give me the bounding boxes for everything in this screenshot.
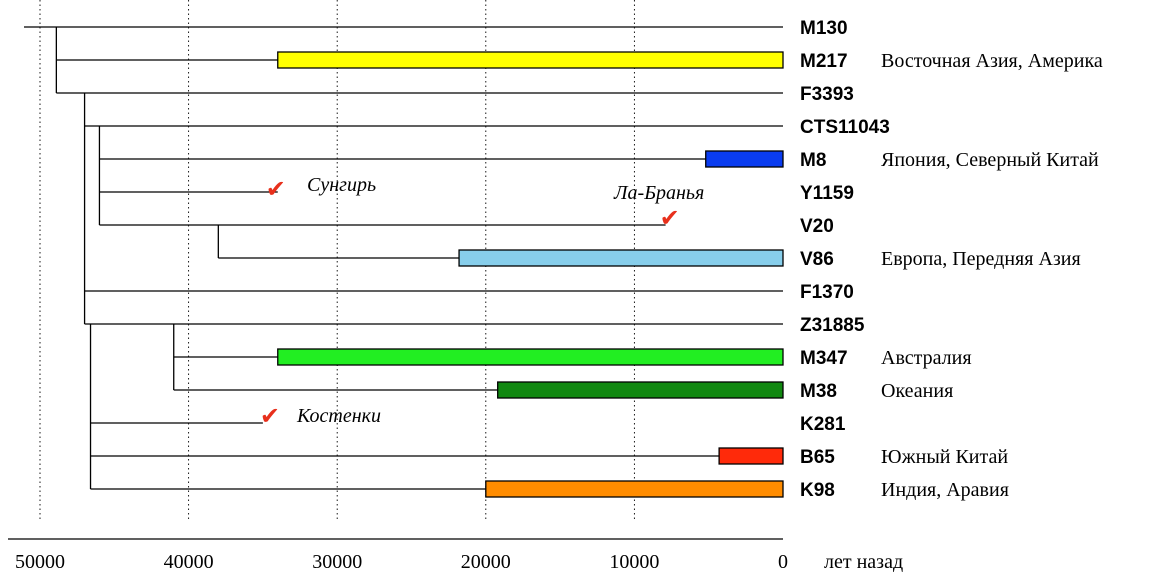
region-label-b65: Южный Китай <box>881 446 1008 468</box>
clade-label-y1159: Y1159 <box>800 183 854 204</box>
site-label: Костенки <box>296 405 381 427</box>
x-tick-label: 20000 <box>461 551 511 573</box>
check-icon: ✔ <box>260 402 280 430</box>
clade-label-k98: K98 <box>800 480 835 501</box>
bar-v86 <box>458 249 784 267</box>
clade-label-f3393: F3393 <box>800 84 854 105</box>
tree-branches <box>24 26 783 490</box>
x-tick-label: 50000 <box>15 551 65 573</box>
region-label-m217: Восточная Азия, Америка <box>881 50 1103 72</box>
site-label: Ла-Бранья <box>613 182 704 204</box>
check-icon: ✔ <box>660 204 680 232</box>
clade-label-v20: V20 <box>800 216 834 237</box>
clade-label-m217: M217 <box>800 51 848 72</box>
check-icon: ✔ <box>266 175 286 203</box>
bar-b65 <box>718 447 784 465</box>
region-label-k98: Индия, Аравия <box>881 479 1009 501</box>
x-axis-unit-label: лет назад <box>824 551 903 573</box>
clade-label-m8: M8 <box>800 150 826 171</box>
clade-label-k281: K281 <box>800 414 846 435</box>
region-label-v86: Европа, Передняя Азия <box>881 248 1081 270</box>
clade-label-f1370: F1370 <box>800 282 854 303</box>
time-axis: 50000 40000 30000 20000 10000 0 лет назад <box>8 538 903 573</box>
archaeological-sites: ✔ Сунгирь✔Ла-Бранья✔ Костенки <box>260 174 704 430</box>
bar-m217 <box>277 51 784 69</box>
clade-label-cts11043: CTS11043 <box>800 117 890 138</box>
clade-label-m130: M130 <box>800 18 848 39</box>
clade-label-m38: M38 <box>800 381 837 402</box>
bar-k98 <box>485 480 784 498</box>
lineage-bars <box>277 51 784 498</box>
region-label-m38: Океания <box>881 380 953 402</box>
x-tick-label: 10000 <box>609 551 659 573</box>
x-tick-label: 30000 <box>312 551 362 573</box>
site-label: Сунгирь <box>307 174 376 196</box>
clade-label-m347: M347 <box>800 348 848 369</box>
bar-m38 <box>497 381 784 399</box>
clade-label-v86: V86 <box>800 249 834 270</box>
region-label-m8: Япония, Северный Китай <box>881 149 1099 171</box>
x-tick-label: 40000 <box>164 551 214 573</box>
region-label-m347: Австралия <box>881 347 972 369</box>
bar-m8 <box>705 150 784 168</box>
bar-m347 <box>277 348 784 366</box>
x-tick-label: 0 <box>778 551 788 573</box>
clade-label-z31885: Z31885 <box>800 315 865 336</box>
clade-labels: M130 M217 Восточная Азия, Америка F3393 CTS1… <box>800 18 1103 501</box>
clade-label-b65: B65 <box>800 447 835 468</box>
